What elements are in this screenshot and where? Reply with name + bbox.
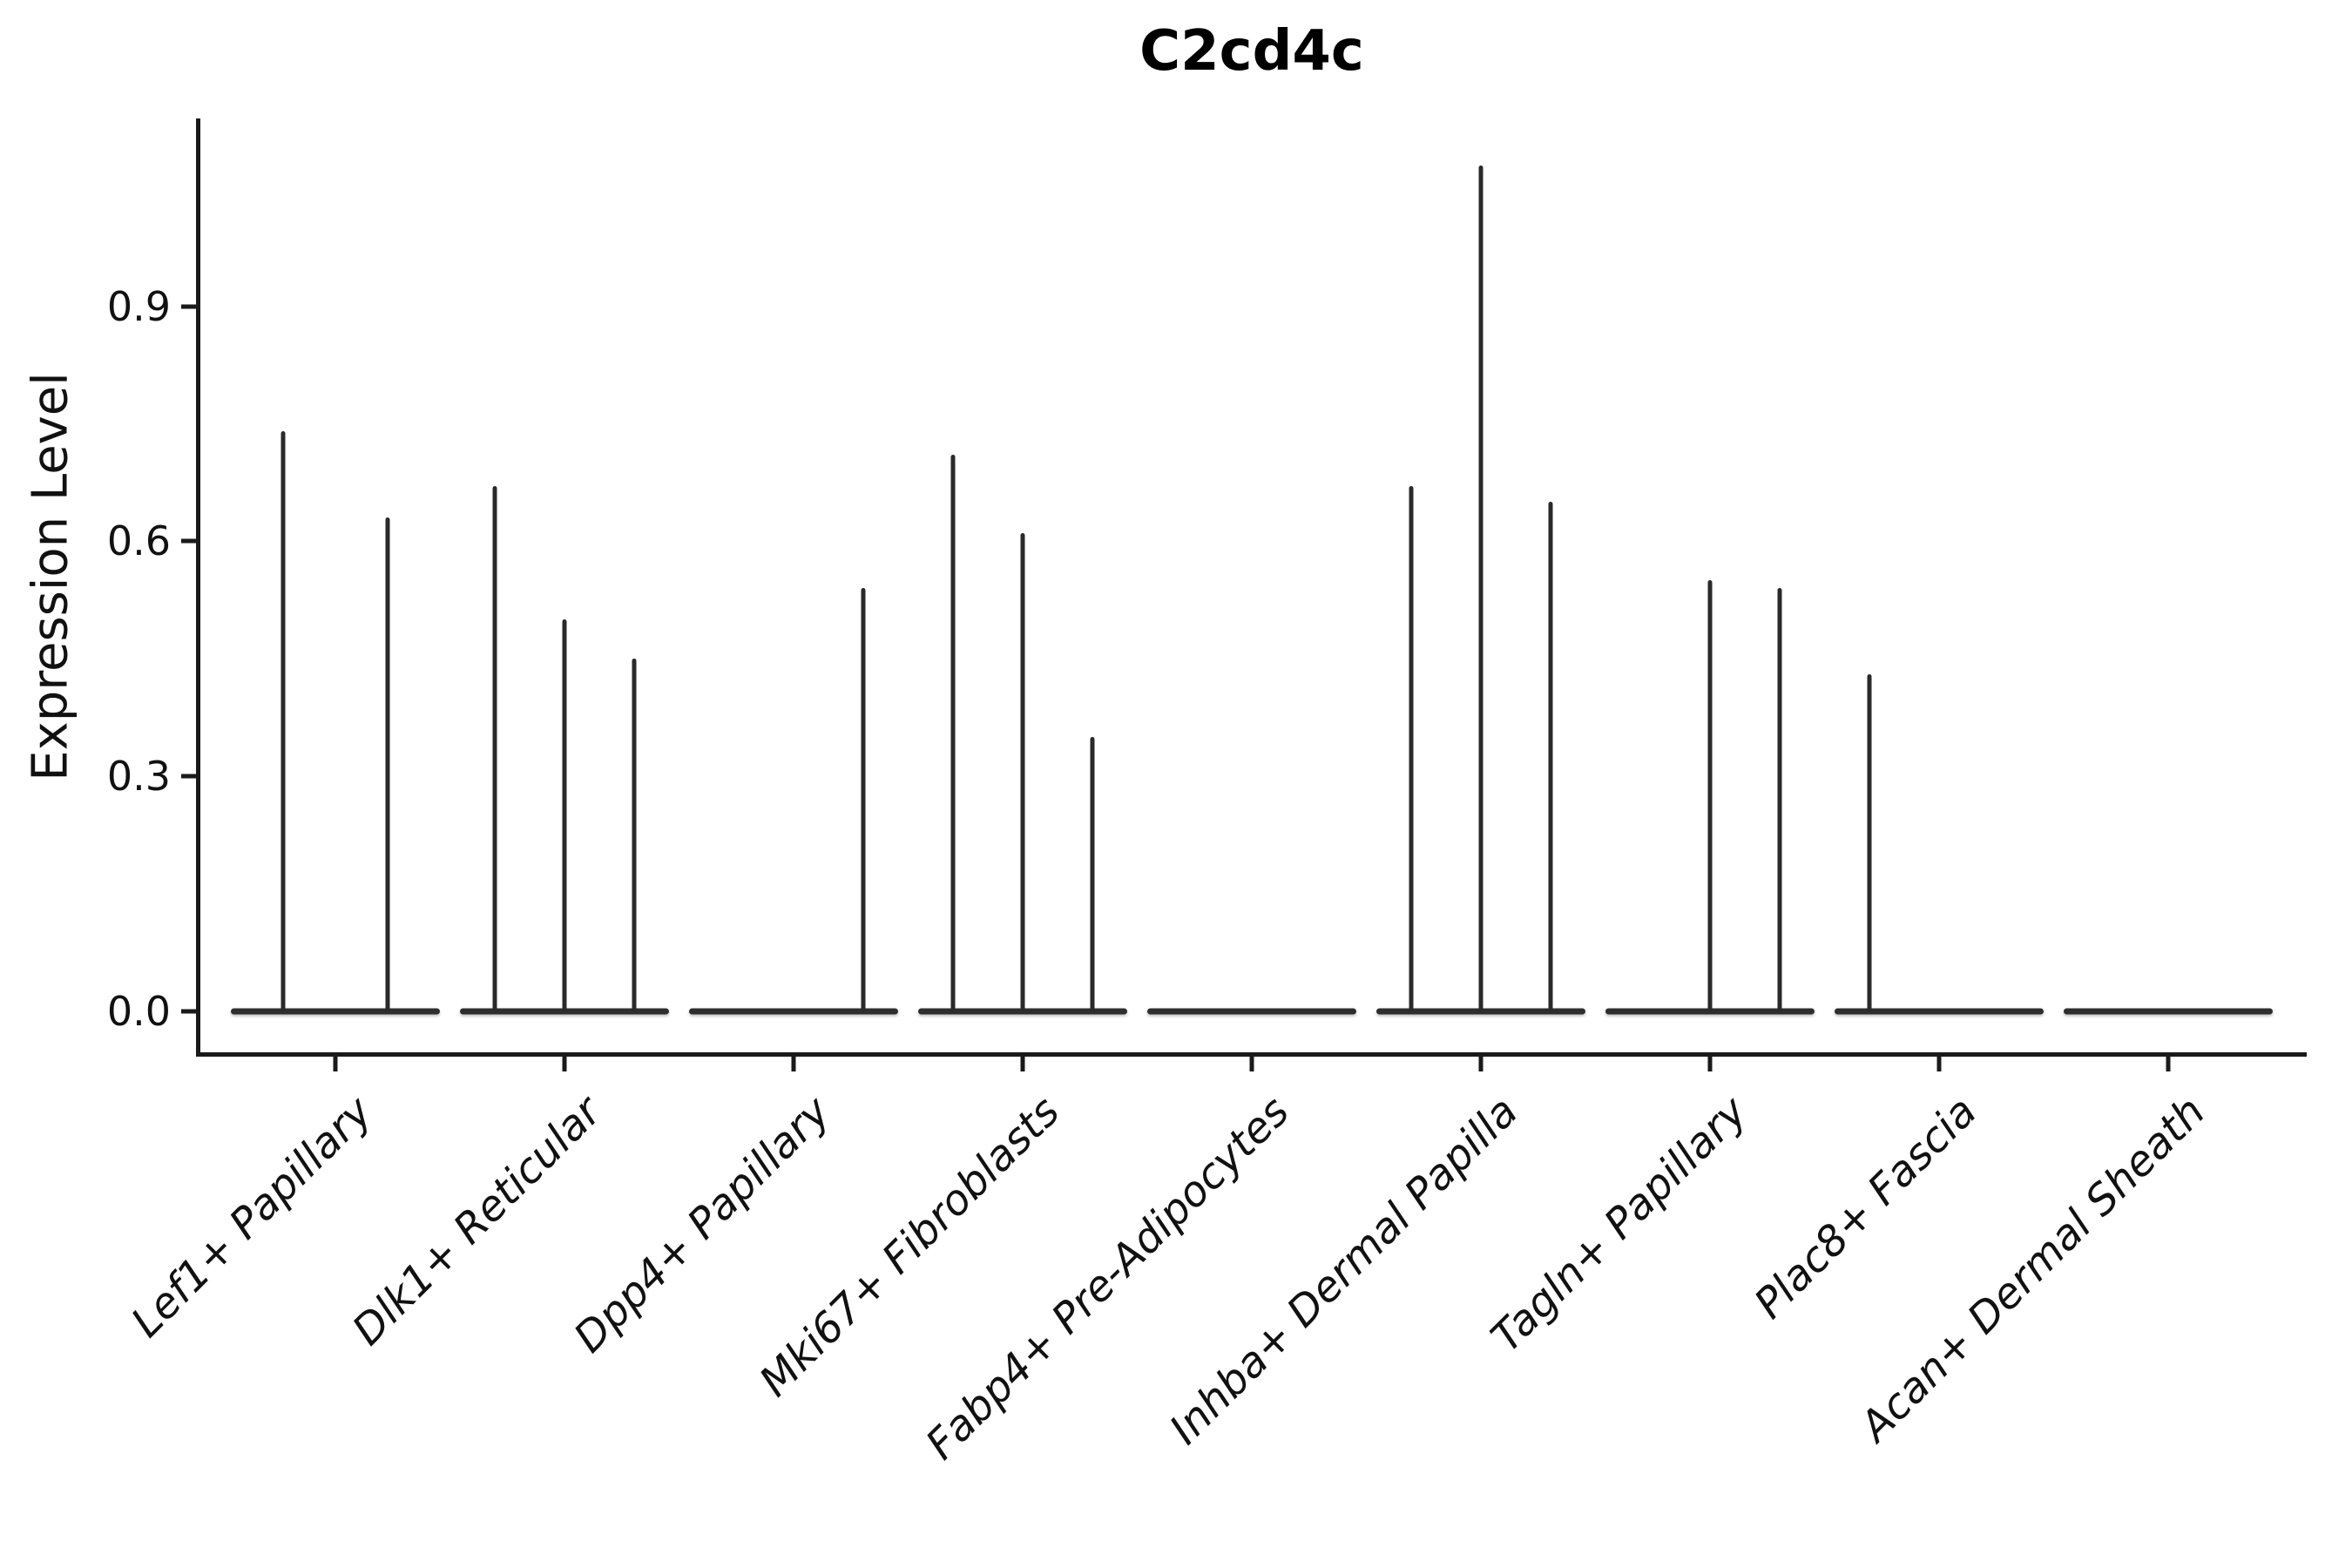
violin-max-spike (1867, 674, 1872, 1011)
violin-max-spike (950, 455, 956, 1011)
x-tick-mark (1707, 1057, 1713, 1071)
x-tick-label: Lef1+ Papillary (122, 1087, 382, 1348)
violin-max-spike (492, 486, 497, 1011)
x-tick-label: Fabp4+ Pre-Adipocytes (916, 1087, 1299, 1470)
violin-max-spike (1409, 486, 1414, 1011)
y-axis-label-wrap: Expression Level (23, 372, 79, 781)
violin-baseline (1605, 1008, 1815, 1015)
violin-max-spike (562, 619, 567, 1011)
y-tick-mark (181, 304, 196, 309)
x-axis-spine (196, 1052, 2307, 1057)
violin-baseline (459, 1008, 669, 1015)
violin-max-spike (1478, 165, 1484, 1011)
y-tick-mark (181, 538, 196, 544)
violin-max-spike (385, 517, 390, 1011)
violin-max-spike (1548, 502, 1553, 1011)
x-tick-mark (2166, 1057, 2171, 1071)
violin-max-spike (1707, 580, 1713, 1011)
y-tick-label: 0.6 (106, 517, 171, 565)
y-tick-mark (181, 1009, 196, 1014)
violin-baseline (1835, 1008, 2044, 1015)
x-tick-mark (791, 1057, 796, 1071)
violin-max-spike (1777, 588, 1782, 1011)
violin-baseline (688, 1008, 898, 1015)
y-tick-mark (181, 774, 196, 779)
x-tick-label: Dlk1+ Reticular (343, 1087, 612, 1355)
y-axis-spine (196, 118, 200, 1057)
x-tick-mark (1478, 1057, 1484, 1071)
violin-baseline (917, 1008, 1127, 1015)
violin-baseline (2064, 1008, 2274, 1015)
violin-max-spike (1090, 737, 1095, 1011)
x-tick-label: Dpp4+ Papillary (564, 1087, 841, 1362)
violin-max-spike (1020, 533, 1025, 1011)
x-tick-mark (1936, 1057, 1942, 1071)
y-tick-label: 0.3 (106, 753, 171, 800)
y-tick-label: 0.9 (106, 282, 171, 330)
x-tick-mark (1020, 1057, 1025, 1071)
y-axis-label: Expression Level (22, 372, 79, 781)
x-tick-mark (562, 1057, 567, 1071)
x-tick-mark (333, 1057, 338, 1071)
x-tick-mark (1249, 1057, 1254, 1071)
violin-max-spike (861, 588, 866, 1011)
y-tick-label: 0.0 (106, 987, 171, 1035)
violin-max-spike (280, 431, 286, 1011)
violin-baseline (1375, 1008, 1585, 1015)
x-tick-label: Tagln+ Papillary (1482, 1087, 1757, 1362)
violin-max-spike (632, 659, 637, 1011)
violin-baseline (230, 1008, 440, 1015)
violin-baseline (1146, 1008, 1356, 1015)
x-tick-label: Plac8+ Fascia (1744, 1087, 1986, 1328)
plot-title: C2cd4c (1139, 19, 1364, 84)
